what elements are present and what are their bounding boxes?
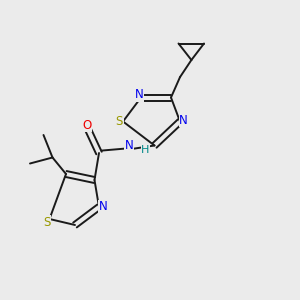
Text: S: S bbox=[116, 115, 123, 128]
Text: S: S bbox=[43, 215, 50, 229]
Text: H: H bbox=[141, 145, 150, 155]
Text: N: N bbox=[124, 139, 134, 152]
Text: O: O bbox=[82, 118, 91, 132]
Text: N: N bbox=[135, 88, 144, 101]
Text: N: N bbox=[98, 200, 107, 214]
Text: N: N bbox=[179, 113, 188, 127]
